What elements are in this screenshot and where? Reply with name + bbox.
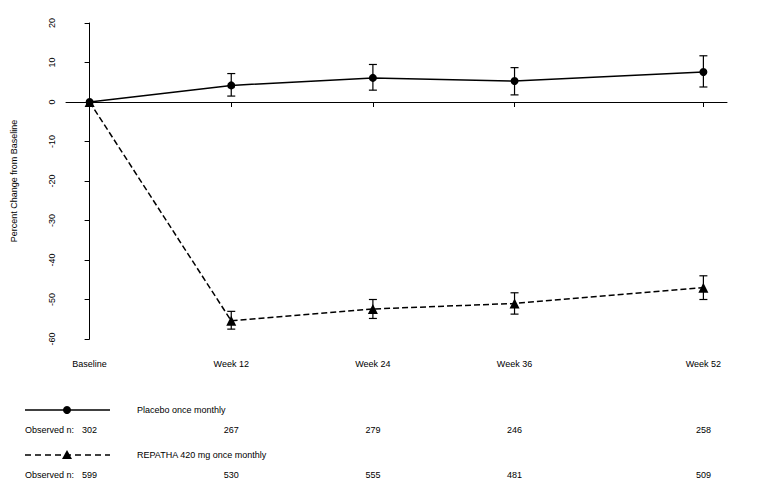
svg-text:258: 258 (696, 425, 711, 435)
svg-text:481: 481 (507, 470, 522, 480)
svg-text:Baseline: Baseline (72, 359, 107, 369)
svg-text:0: 0 (47, 99, 57, 104)
svg-text:10: 10 (47, 57, 57, 67)
svg-text:Observed n:: Observed n: (25, 470, 74, 480)
svg-text:Week 12: Week 12 (214, 359, 249, 369)
svg-text:Week 52: Week 52 (686, 359, 721, 369)
svg-text:555: 555 (365, 470, 380, 480)
svg-text:-40: -40 (47, 253, 57, 266)
svg-text:Week 36: Week 36 (497, 359, 532, 369)
svg-text:246: 246 (507, 425, 522, 435)
svg-text:599: 599 (82, 470, 97, 480)
svg-text:Placebo once monthly: Placebo once monthly (137, 405, 226, 415)
svg-text:Week 24: Week 24 (355, 359, 390, 369)
svg-text:Observed n:: Observed n: (25, 425, 74, 435)
svg-text:279: 279 (365, 425, 380, 435)
svg-text:20: 20 (47, 18, 57, 28)
svg-text:REPATHA 420 mg once monthly: REPATHA 420 mg once monthly (137, 450, 267, 460)
svg-text:-10: -10 (47, 135, 57, 148)
svg-text:Percent Change from Baseline: Percent Change from Baseline (9, 120, 19, 243)
svg-text:530: 530 (224, 470, 239, 480)
svg-text:-60: -60 (47, 332, 57, 345)
svg-text:-50: -50 (47, 293, 57, 306)
svg-text:509: 509 (696, 470, 711, 480)
svg-text:302: 302 (82, 425, 97, 435)
svg-text:-30: -30 (47, 214, 57, 227)
svg-text:267: 267 (224, 425, 239, 435)
svg-text:-20: -20 (47, 174, 57, 187)
